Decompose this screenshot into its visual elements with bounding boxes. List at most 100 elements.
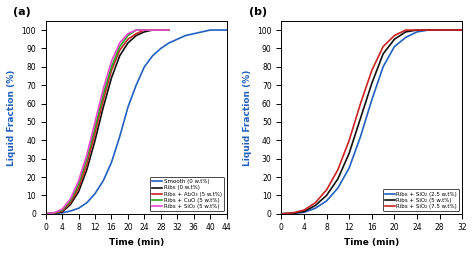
Smooth (0 w.t%)	[109, 161, 114, 164]
Ribs + SiO₂ (5 w.t%)	[448, 28, 454, 31]
Ribs + SiO₂ (7.5 w.t%)	[426, 28, 431, 31]
Ribs + SiO₂ (2.5 w.t%)	[346, 166, 352, 169]
Ribs + Al₂O₃ (5 w.t%)	[100, 98, 106, 101]
Ribs (0 w.t%)	[117, 54, 123, 57]
Ribs + Al₂O₃ (5 w.t%)	[133, 32, 139, 35]
Ribs + SiO₂ (5 w.t%)	[312, 204, 318, 207]
Ribs (0 w.t%)	[92, 139, 98, 142]
Ribs + SiO₂ (5 w.t%)	[142, 28, 147, 31]
Ribs + SiO₂ (5 w.t%)	[100, 87, 106, 90]
Ribs + CuO (5 w.t%)	[84, 157, 90, 160]
Smooth (0 w.t%)	[174, 38, 180, 41]
Ribs + SiO₂ (7.5 w.t%)	[403, 28, 409, 31]
Ribs + SiO₂ (5 w.t%)	[324, 194, 329, 197]
Line: Ribs + SiO₂ (5 w.t%): Ribs + SiO₂ (5 w.t%)	[282, 30, 462, 214]
Ribs (0 w.t%)	[109, 76, 114, 79]
Ribs (0 w.t%)	[125, 41, 131, 44]
Ribs + SiO₂ (5 w.t%)	[51, 211, 57, 214]
Ribs + Al₂O₃ (5 w.t%)	[59, 210, 65, 213]
Ribs + CuO (5 w.t%)	[51, 212, 57, 215]
Ribs + SiO₂ (5 w.t%)	[392, 38, 397, 41]
Ribs + SiO₂ (5 w.t%)	[279, 212, 284, 215]
Smooth (0 w.t%)	[51, 212, 57, 215]
Ribs + CuO (5 w.t%)	[92, 126, 98, 129]
Ribs + SiO₂ (2.5 w.t%)	[448, 28, 454, 31]
Ribs (0 w.t%)	[59, 210, 65, 213]
Ribs + SiO₂ (5 w.t%)	[117, 41, 123, 44]
Smooth (0 w.t%)	[191, 32, 197, 35]
Ribs + Al₂O₃ (5 w.t%)	[117, 49, 123, 52]
Line: Smooth (0 w.t%): Smooth (0 w.t%)	[46, 30, 227, 214]
Smooth (0 w.t%)	[182, 34, 188, 37]
Line: Ribs + SiO₂ (2.5 w.t%): Ribs + SiO₂ (2.5 w.t%)	[282, 30, 462, 214]
Ribs + SiO₂ (7.5 w.t%)	[312, 201, 318, 204]
Text: (a): (a)	[13, 7, 31, 17]
Ribs + Al₂O₃ (5 w.t%)	[51, 212, 57, 215]
Ribs + SiO₂ (2.5 w.t%)	[437, 28, 442, 31]
Y-axis label: Liquid Fraction (%): Liquid Fraction (%)	[243, 69, 252, 166]
Smooth (0 w.t%)	[158, 47, 164, 50]
Smooth (0 w.t%)	[142, 65, 147, 68]
Ribs + CuO (5 w.t%)	[125, 34, 131, 37]
Ribs + SiO₂ (2.5 w.t%)	[414, 30, 420, 34]
Smooth (0 w.t%)	[100, 179, 106, 182]
Ribs + SiO₂ (2.5 w.t%)	[358, 135, 364, 138]
Smooth (0 w.t%)	[117, 135, 123, 138]
Ribs (0 w.t%)	[100, 106, 106, 109]
Ribs + SiO₂ (2.5 w.t%)	[369, 98, 374, 101]
Ribs + SiO₂ (5 w.t%)	[125, 32, 131, 35]
Ribs + SiO₂ (5 w.t%)	[403, 30, 409, 34]
Ribs (0 w.t%)	[166, 28, 172, 31]
Ribs + SiO₂ (5 w.t%)	[59, 208, 65, 211]
Ribs + Al₂O₃ (5 w.t%)	[125, 38, 131, 41]
Ribs + SiO₂ (7.5 w.t%)	[437, 28, 442, 31]
Ribs + SiO₂ (2.5 w.t%)	[335, 186, 341, 189]
Ribs + Al₂O₃ (5 w.t%)	[150, 28, 155, 31]
Ribs + Al₂O₃ (5 w.t%)	[76, 186, 82, 189]
Ribs (0 w.t%)	[133, 34, 139, 37]
Ribs (0 w.t%)	[150, 28, 155, 31]
Legend: Ribs + SiO₂ (2.5 w.t%), Ribs + SiO₂ (5 w.t%), Ribs + SiO₂ (7.5 w.t%): Ribs + SiO₂ (2.5 w.t%), Ribs + SiO₂ (5 w…	[383, 189, 459, 211]
Y-axis label: Liquid Fraction (%): Liquid Fraction (%)	[7, 69, 16, 166]
Smooth (0 w.t%)	[92, 192, 98, 195]
X-axis label: Time (min): Time (min)	[109, 238, 164, 247]
Ribs + CuO (5 w.t%)	[43, 212, 48, 215]
Ribs + CuO (5 w.t%)	[76, 183, 82, 186]
Legend: Smooth (0 w.t%), Ribs (0 w.t%), Ribs + Al₂O₃ (5 w.t%), Ribs + CuO (5 w.t%), Ribs: Smooth (0 w.t%), Ribs (0 w.t%), Ribs + A…	[150, 177, 224, 211]
Ribs + SiO₂ (5 w.t%)	[84, 153, 90, 156]
Ribs + SiO₂ (7.5 w.t%)	[414, 28, 420, 31]
Ribs + SiO₂ (7.5 w.t%)	[459, 28, 465, 31]
Ribs + SiO₂ (5 w.t%)	[76, 179, 82, 182]
Ribs + CuO (5 w.t%)	[67, 199, 73, 202]
Ribs + SiO₂ (5 w.t%)	[92, 120, 98, 123]
Ribs + Al₂O₃ (5 w.t%)	[109, 69, 114, 72]
Line: Ribs + CuO (5 w.t%): Ribs + CuO (5 w.t%)	[46, 30, 169, 214]
Ribs + Al₂O₃ (5 w.t%)	[142, 28, 147, 31]
X-axis label: Time (min): Time (min)	[344, 238, 400, 247]
Ribs (0 w.t%)	[51, 212, 57, 215]
Ribs + SiO₂ (7.5 w.t%)	[369, 69, 374, 72]
Ribs + Al₂O₃ (5 w.t%)	[43, 212, 48, 215]
Ribs + SiO₂ (7.5 w.t%)	[448, 28, 454, 31]
Smooth (0 w.t%)	[224, 28, 229, 31]
Ribs + SiO₂ (5 w.t%)	[301, 210, 307, 213]
Ribs + SiO₂ (7.5 w.t%)	[301, 209, 307, 212]
Line: Ribs + SiO₂ (5 w.t%): Ribs + SiO₂ (5 w.t%)	[46, 30, 169, 214]
Ribs + SiO₂ (7.5 w.t%)	[324, 188, 329, 192]
Ribs + SiO₂ (7.5 w.t%)	[358, 102, 364, 105]
Ribs + SiO₂ (5 w.t%)	[414, 28, 420, 31]
Ribs + SiO₂ (2.5 w.t%)	[459, 28, 465, 31]
Ribs (0 w.t%)	[67, 203, 73, 206]
Ribs + SiO₂ (2.5 w.t%)	[392, 45, 397, 48]
Ribs + SiO₂ (2.5 w.t%)	[380, 65, 386, 68]
Ribs + SiO₂ (5 w.t%)	[437, 28, 442, 31]
Ribs + CuO (5 w.t%)	[166, 28, 172, 31]
Ribs + CuO (5 w.t%)	[133, 28, 139, 31]
Ribs + CuO (5 w.t%)	[142, 28, 147, 31]
Ribs (0 w.t%)	[142, 30, 147, 34]
Ribs + CuO (5 w.t%)	[109, 65, 114, 68]
Ribs (0 w.t%)	[158, 28, 164, 31]
Smooth (0 w.t%)	[76, 207, 82, 210]
Ribs + SiO₂ (5 w.t%)	[369, 82, 374, 85]
Ribs + SiO₂ (5 w.t%)	[109, 60, 114, 63]
